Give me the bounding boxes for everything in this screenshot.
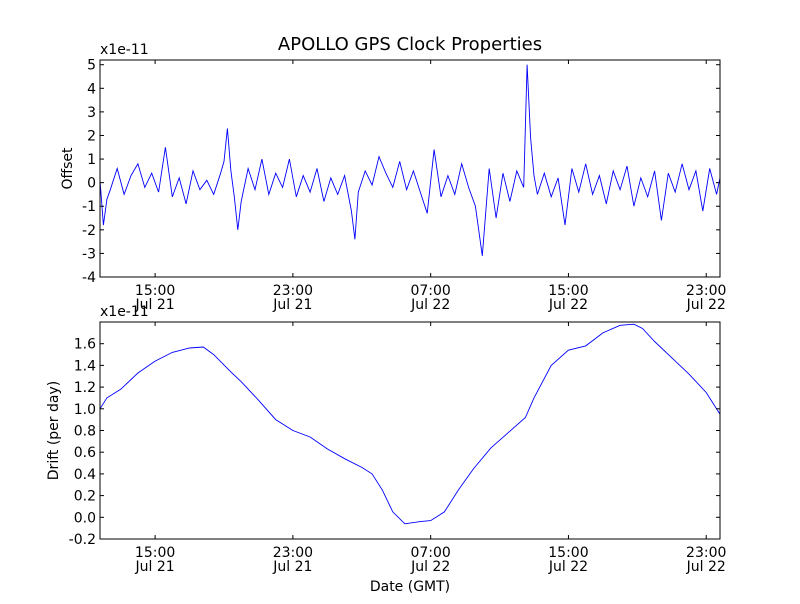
- drift-ytick-label: 0.6: [74, 445, 96, 461]
- offset-xtick-time-label: 15:00: [135, 283, 175, 299]
- drift-ytick-label: 0.0: [74, 510, 96, 526]
- offset-xtick-time-label: 23:00: [686, 283, 726, 299]
- drift-axes-frame: [99, 321, 721, 540]
- drift-ytick-label: -0.2: [69, 532, 96, 548]
- drift-xtick-date-label: Jul 21: [272, 559, 312, 575]
- offset-xtick-date-label: Jul 22: [548, 297, 588, 313]
- offset-xtick-time-label: 15:00: [548, 283, 588, 299]
- drift-ytick-label: 1.2: [74, 380, 96, 396]
- offset-ytick-label: 3: [87, 105, 96, 121]
- drift-ytick-label: 1.0: [74, 402, 96, 418]
- offset-xtick-date-label: Jul 22: [686, 297, 726, 313]
- drift-series-line: [100, 323, 720, 525]
- drift-xtick-date-label: Jul 21: [135, 559, 175, 575]
- offset-xtick-time-label: 07:00: [410, 283, 450, 299]
- drift-ytick-label: 1.6: [74, 337, 96, 353]
- offset-xtick-date-label: Jul 22: [410, 297, 450, 313]
- offset-ytick-label: -3: [82, 246, 96, 262]
- offset-ytick-label: 0: [87, 176, 96, 192]
- drift-xtick-date-label: Jul 22: [686, 559, 726, 575]
- offset-ytick-label: 4: [87, 81, 96, 97]
- chart-title: APOLLO GPS Clock Properties: [278, 34, 542, 55]
- offset-ytick-label: 1: [87, 152, 96, 168]
- drift-y-axis-label: Drift (per day): [46, 381, 62, 480]
- offset-ytick-label: 2: [87, 128, 96, 144]
- drift-scale-label: x1e-11: [100, 304, 149, 320]
- drift-ytick-label: 0.4: [74, 467, 96, 483]
- drift-xtick-time-label: 15:00: [548, 545, 588, 561]
- drift-xtick-time-label: 07:00: [410, 545, 450, 561]
- drift-xtick-time-label: 23:00: [273, 545, 313, 561]
- offset-ytick-label: 5: [87, 58, 96, 74]
- offset-ytick-label: -4: [82, 270, 96, 286]
- drift-xtick-date-label: Jul 22: [410, 559, 450, 575]
- offset-y-axis-label: Offset: [60, 147, 76, 190]
- drift-xtick-time-label: 23:00: [686, 545, 726, 561]
- offset-xtick-date-label: Jul 21: [272, 297, 312, 313]
- offset-scale-label: x1e-11: [100, 42, 149, 58]
- offset-series-line: [100, 64, 720, 256]
- drift-xtick-time-label: 15:00: [135, 545, 175, 561]
- drift-panel: -0.20.00.20.40.60.81.01.21.41.615:00Jul …: [46, 304, 726, 575]
- drift-ytick-label: 1.4: [74, 358, 96, 374]
- drift-xtick-date-label: Jul 22: [548, 559, 588, 575]
- offset-ytick-label: -2: [82, 223, 96, 239]
- drift-ytick-label: 0.8: [74, 424, 96, 440]
- offset-xtick-date-label: Jul 21: [135, 297, 175, 313]
- offset-xtick-time-label: 23:00: [273, 283, 313, 299]
- offset-ytick-label: -1: [82, 199, 96, 215]
- drift-ytick-label: 0.2: [74, 489, 96, 505]
- offset-axes-frame: [99, 59, 721, 278]
- x-axis-label: Date (GMT): [370, 579, 450, 595]
